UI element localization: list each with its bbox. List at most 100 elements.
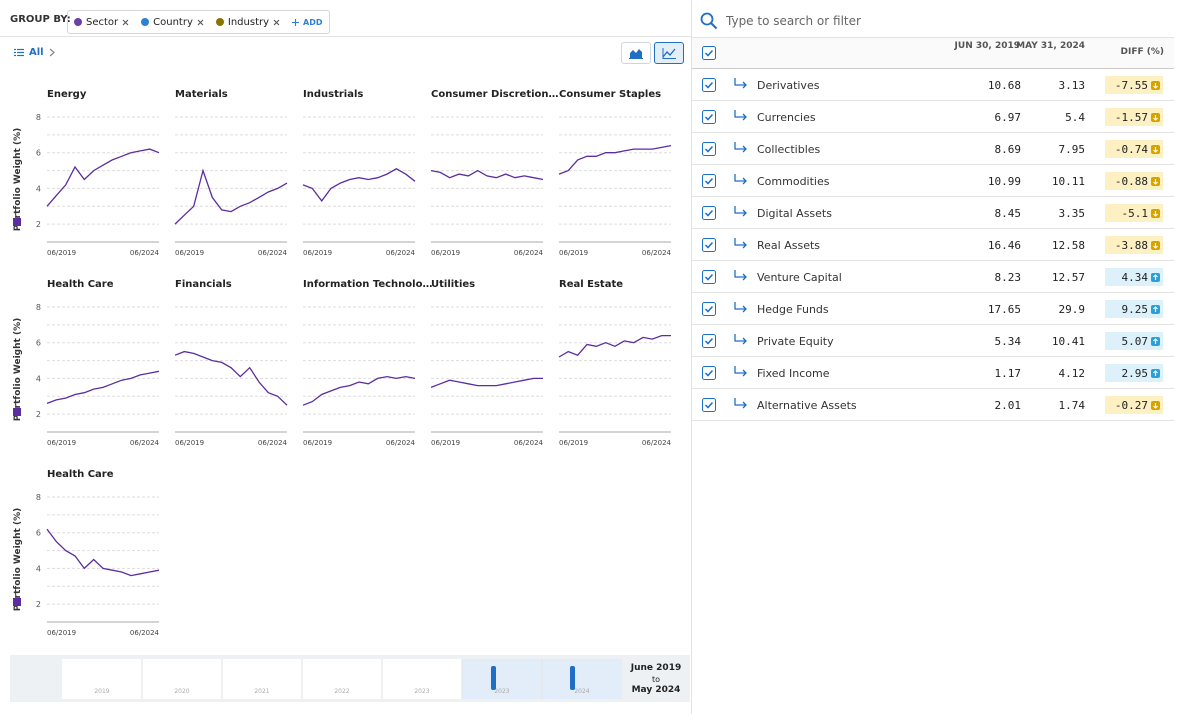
checkmark [704, 145, 714, 153]
checkbox[interactable] [702, 270, 716, 284]
diff-value: 5.07 [1121, 334, 1149, 348]
diff-badge: -5.1 [1105, 204, 1163, 222]
row-name: Derivatives [757, 79, 820, 92]
icon-arrow [1153, 402, 1158, 409]
x-tick-label: 06/2024 [386, 439, 416, 447]
panel-title: Materials [175, 89, 228, 100]
checkbox[interactable] [702, 302, 716, 316]
year-label: 2023 [494, 688, 509, 695]
checkbox-box [702, 142, 716, 156]
y-tick-label: 4 [36, 564, 41, 573]
row-name: Hedge Funds [757, 303, 829, 316]
row-name: Private Equity [757, 335, 834, 348]
value-2024: 5.4 [1065, 111, 1085, 124]
diff-badge: 2.95 [1105, 364, 1163, 382]
checkbox[interactable] [702, 142, 716, 156]
table-row: Alternative Assets 2.01 1.74 -0.27 [692, 389, 1174, 421]
child-arrow [734, 142, 747, 153]
range-start: June 2019 [630, 663, 682, 673]
arrow [734, 174, 747, 185]
checkbox[interactable] [702, 206, 716, 220]
value-2024: 12.57 [1051, 271, 1085, 284]
diff-badge: 4.34 [1105, 268, 1163, 286]
checkmark [704, 81, 714, 89]
child-arrow [734, 78, 747, 89]
x-tick-label: 06/2024 [130, 629, 160, 637]
down-icon [1151, 80, 1160, 90]
checkbox[interactable] [702, 78, 716, 92]
chip[interactable]: Country [141, 17, 204, 28]
sparkline [302, 168, 416, 202]
diff-value: -0.88 [1114, 174, 1148, 188]
arrow [734, 366, 747, 377]
child-arrow [734, 334, 747, 345]
checkbox[interactable] [702, 46, 716, 60]
y-tick-label: 8 [36, 113, 41, 122]
diff-value: 4.34 [1121, 270, 1149, 284]
checkbox[interactable] [702, 238, 716, 252]
x-tick-label: 06/2024 [386, 249, 416, 257]
panel-title: Real Estate [559, 279, 623, 290]
table-row: Currencies 6.97 5.4 -1.57 [692, 101, 1174, 133]
down-icon [1151, 240, 1160, 250]
x-tick-label: 06/2019 [431, 249, 460, 257]
sparkline [174, 350, 288, 406]
breadcrumb[interactable]: All [14, 47, 55, 58]
y-tick-label: 4 [36, 184, 41, 193]
range-to: to [651, 675, 661, 684]
table-row: Fixed Income 1.17 4.12 2.95 [692, 357, 1174, 389]
checkbox-box [702, 334, 716, 348]
range-end: May 2024 [631, 685, 681, 695]
chip[interactable]: Sector [74, 17, 129, 28]
row-name: Currencies [757, 111, 816, 124]
checkbox[interactable] [702, 398, 716, 412]
area-chart-button[interactable] [621, 42, 651, 64]
timeline[interactable]: 2019 2020 2021 2022 2023 2023 2024 June 2019 t… [10, 655, 690, 702]
y-tick-label: 8 [36, 303, 41, 312]
value-2019: 8.69 [994, 143, 1022, 156]
checkmark [704, 401, 714, 409]
add-label: ADD [303, 17, 323, 27]
checkbox[interactable] [702, 110, 716, 124]
line-chart-button[interactable] [654, 42, 684, 64]
value-2024: 1.74 [1058, 399, 1086, 412]
search-placeholder[interactable]: Type to search or filter [726, 14, 861, 28]
panel-title: Information Technolo… [303, 279, 432, 290]
breadcrumb-all[interactable]: All [29, 47, 44, 58]
value-2024: 12.58 [1051, 239, 1085, 252]
checkbox[interactable] [702, 366, 716, 380]
x-tick-label: 06/2024 [258, 249, 288, 257]
x-tick-label: 06/2019 [303, 249, 332, 257]
down-icon [1151, 208, 1160, 218]
search-box[interactable]: Type to search or filter [700, 12, 861, 30]
icon-arrow [1153, 273, 1158, 280]
range-handle[interactable] [491, 666, 496, 690]
range-handle[interactable] [570, 666, 575, 690]
value-2019: 16.46 [987, 239, 1021, 252]
year-label: 2019 [94, 688, 109, 695]
y-axis-label: Portfolio Weight (%) [13, 508, 23, 611]
y-tick-label: 8 [36, 493, 41, 502]
diff-value: -3.88 [1114, 238, 1148, 252]
up-icon [1151, 336, 1160, 346]
arrow [734, 334, 747, 345]
value-2019: 17.65 [987, 303, 1021, 316]
panel-title: Health Care [47, 469, 114, 480]
add-button[interactable]: ADD [292, 17, 323, 27]
checkbox[interactable] [702, 334, 716, 348]
area-icon [629, 49, 643, 59]
diff-badge: 9.25 [1105, 300, 1163, 318]
checkbox-box [702, 46, 716, 60]
group-by-bar: GROUP BY: Sector Country Industry ADD [0, 0, 692, 37]
child-arrow [734, 206, 747, 217]
column-header: JUN 30, 2019 [954, 41, 1020, 51]
y-tick-label: 2 [36, 600, 41, 609]
child-arrow [734, 110, 747, 121]
checkbox-box [702, 302, 716, 316]
checkbox[interactable] [702, 174, 716, 188]
x-tick-label: 06/2019 [175, 249, 204, 257]
x-tick-label: 06/2024 [130, 249, 160, 257]
chip[interactable]: Industry [215, 17, 280, 28]
year-label: 2022 [334, 688, 349, 695]
arrow [734, 78, 747, 89]
